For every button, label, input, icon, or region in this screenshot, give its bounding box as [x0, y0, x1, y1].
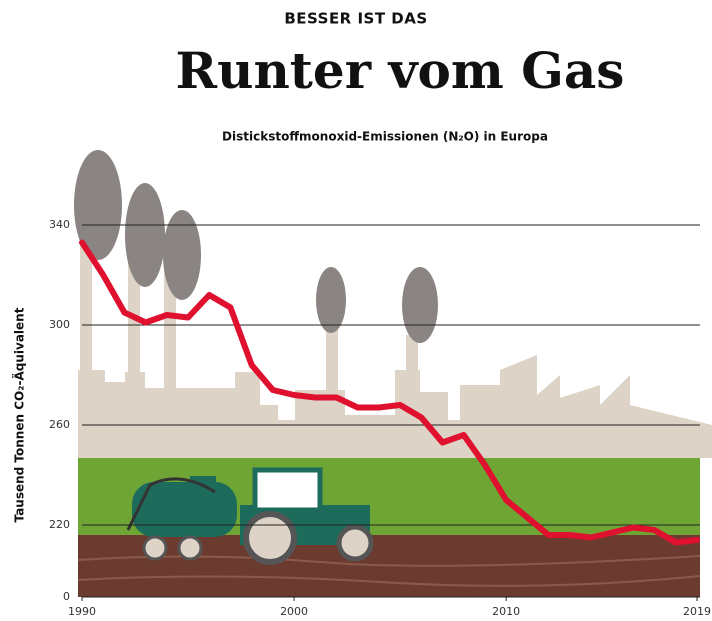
- smoke: [125, 183, 165, 287]
- chart-title: Runter vom Gas: [176, 41, 625, 100]
- x-tick-label: 2000: [280, 605, 308, 618]
- chart: BESSER IST DAS Runter vom Gas Disticksto…: [0, 0, 712, 621]
- smoke: [402, 267, 438, 343]
- y-tick-label: 0: [63, 590, 70, 603]
- y-tick-label: 260: [49, 418, 70, 431]
- subtitle: Distickstoffmonoxid-Emissionen (N₂O) in …: [222, 130, 548, 144]
- kicker: BESSER IST DAS: [284, 10, 427, 28]
- y-tick-label: 220: [49, 518, 70, 531]
- x-tick-label: 2019: [683, 605, 711, 618]
- smoke: [316, 267, 346, 333]
- wheel: [179, 537, 201, 559]
- wheel: [246, 514, 294, 562]
- page: {"chart_data": {"type": "line", "kicker"…: [0, 0, 712, 621]
- cab: [255, 470, 320, 510]
- y-tick-label: 300: [49, 318, 70, 331]
- wheel: [144, 537, 166, 559]
- x-tick-label: 1990: [68, 605, 96, 618]
- x-tick-label: 2010: [492, 605, 520, 618]
- wheel: [339, 527, 371, 559]
- smoke: [163, 210, 201, 300]
- y-axis-label: Tausend Tonnen CO₂-Äquivalent: [12, 307, 27, 522]
- y-tick-label: 340: [49, 218, 70, 231]
